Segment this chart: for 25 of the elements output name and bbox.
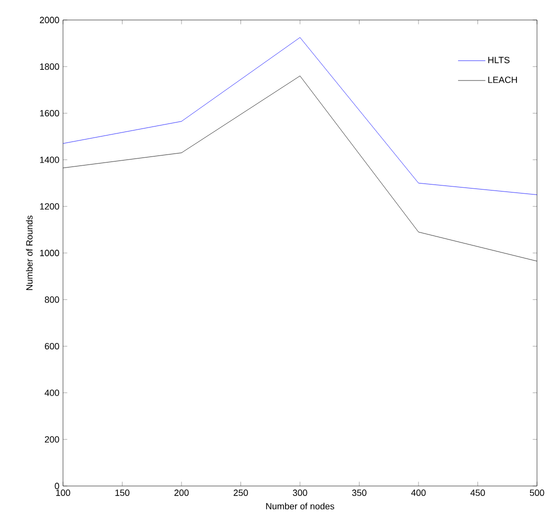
y-tick-label: 400 xyxy=(44,390,60,396)
x-tick-label: 100 xyxy=(56,490,70,496)
y-tick-label: 600 xyxy=(44,343,60,350)
y-tick-label: 200 xyxy=(44,436,60,443)
x-tick-label: 250 xyxy=(234,490,248,496)
y-tick-label: 1800 xyxy=(40,63,60,70)
x-tick-label: 500 xyxy=(530,490,544,496)
y-tick-label: 2000 xyxy=(40,16,60,24)
x-tick-label: 300 xyxy=(292,490,308,496)
legend-label: LEACH xyxy=(488,76,517,83)
y-tick-label: 1200 xyxy=(40,203,60,210)
x-tick-label: 350 xyxy=(352,490,366,496)
x-axis-title: Number of nodes xyxy=(266,502,334,510)
y-tick-label: 0 xyxy=(54,482,60,490)
x-tick-label: 200 xyxy=(174,490,189,496)
x-tick-label: 400 xyxy=(411,490,426,496)
y-tick-label: 800 xyxy=(44,296,60,303)
y-axis-title: Number of Rounds xyxy=(26,216,33,290)
line-series xyxy=(63,37,538,195)
y-tick-label: 1400 xyxy=(40,156,60,163)
x-tick-label: 150 xyxy=(115,490,130,496)
y-tick-label: 1600 xyxy=(40,110,60,116)
legend-label: HLTS xyxy=(488,56,510,64)
y-tick-label: 1000 xyxy=(40,250,60,256)
x-tick-label: 450 xyxy=(470,490,485,496)
